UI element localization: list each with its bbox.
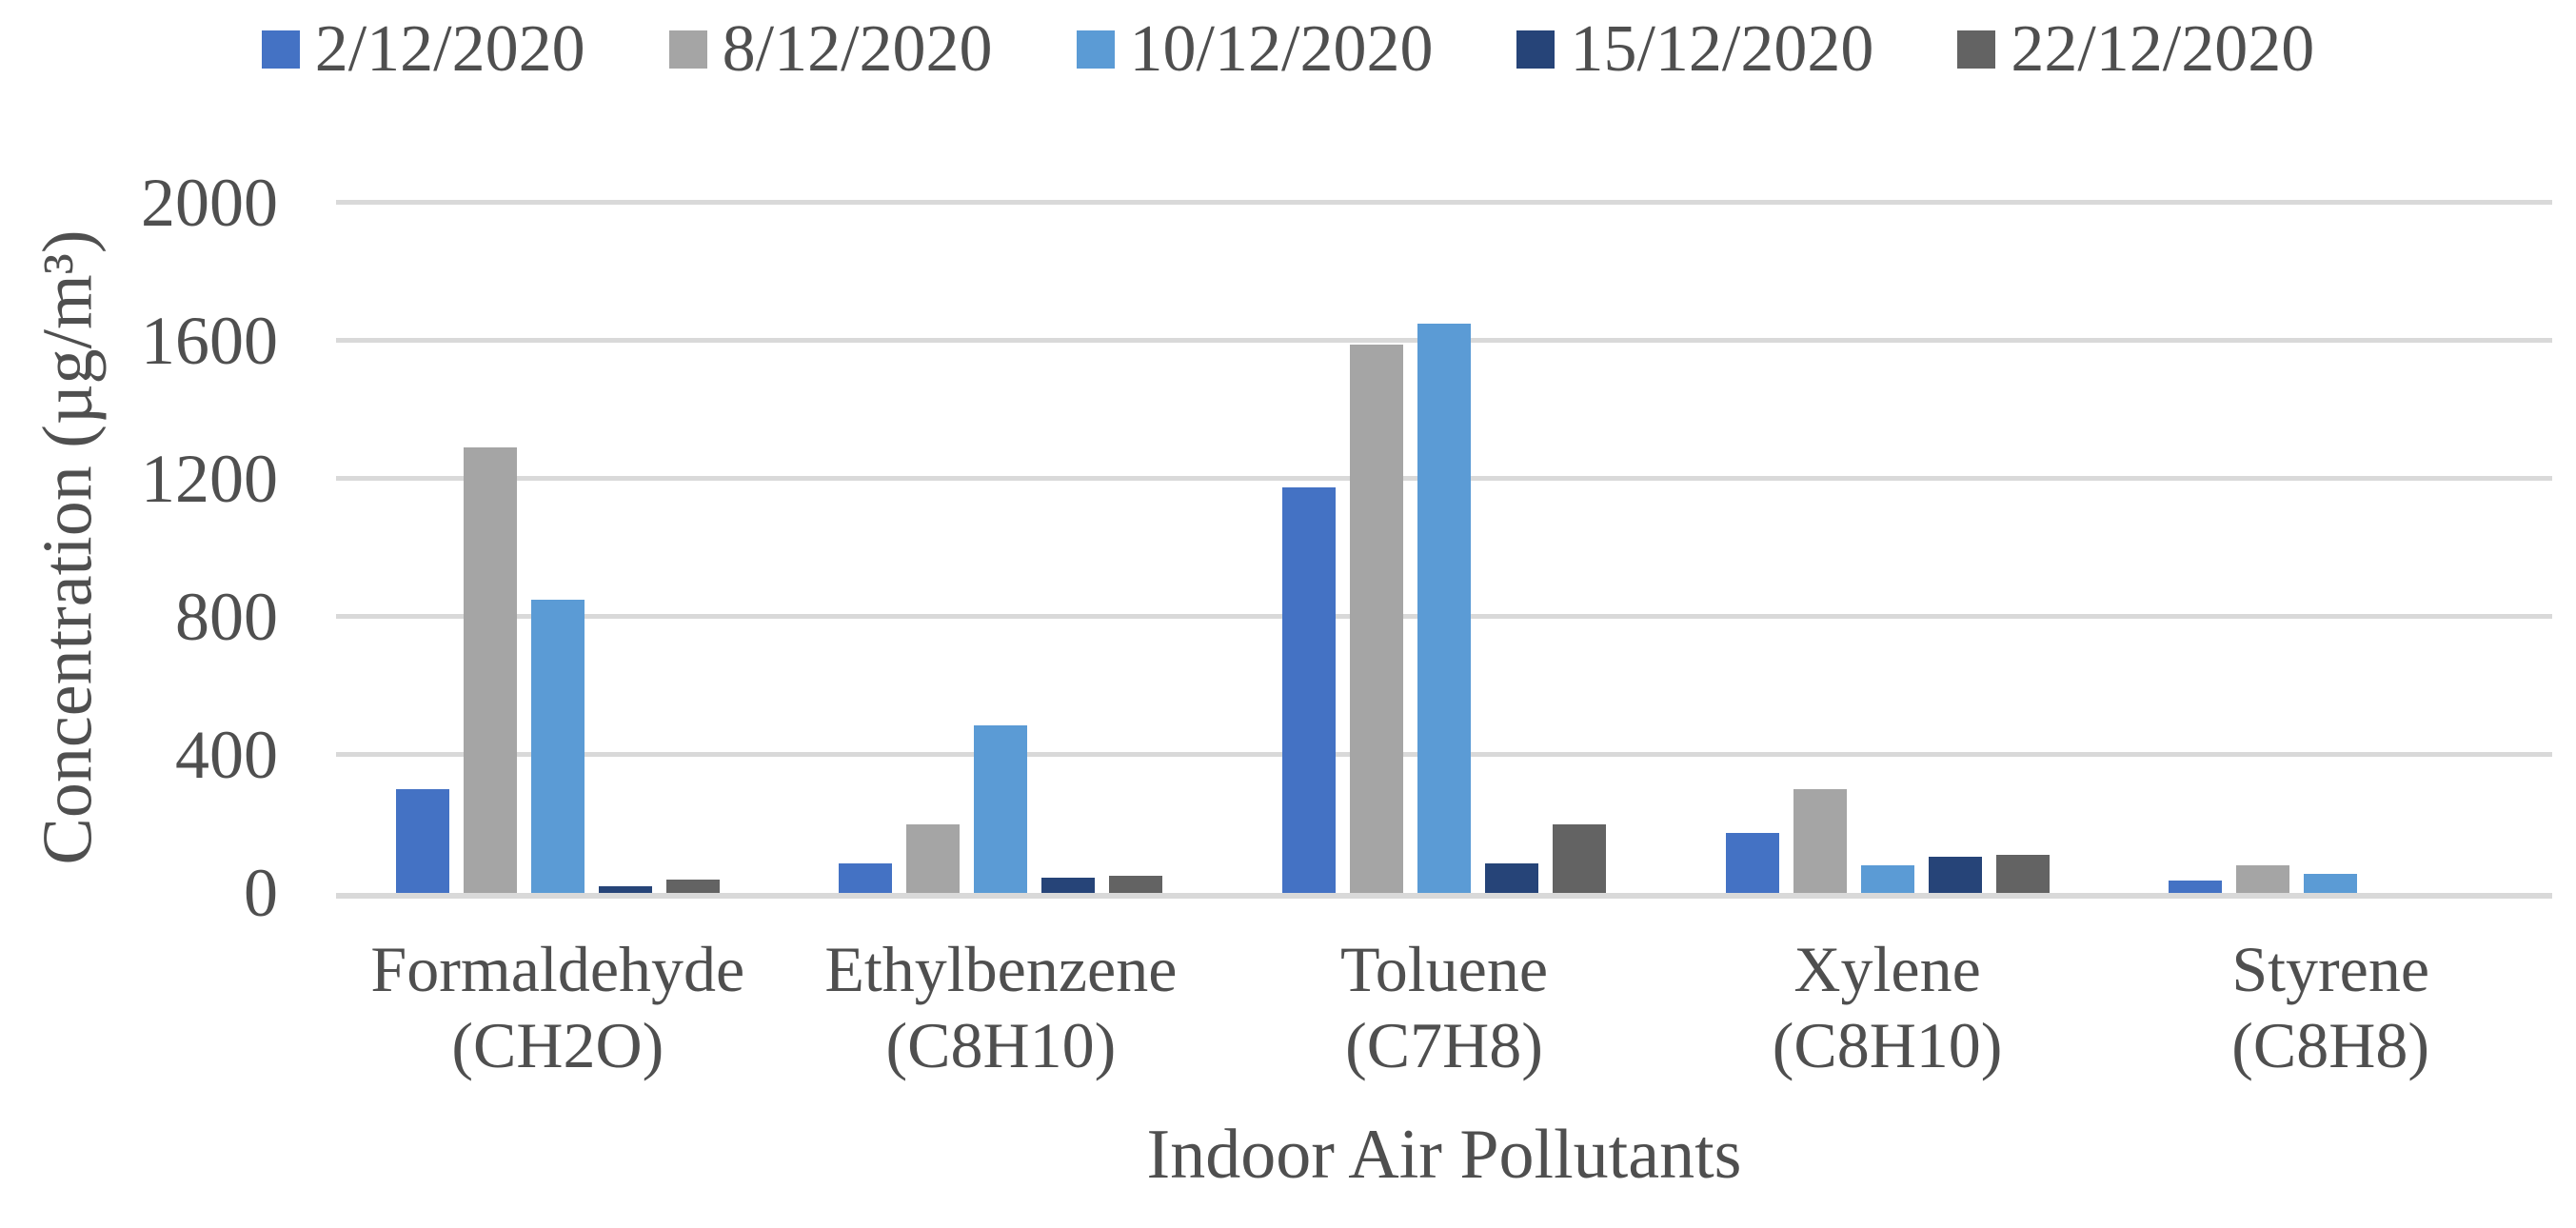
category-label: Ethylbenzene (C8H10) — [780, 931, 1223, 1083]
bar-2/12/2020-Xylene (C8H10) — [1725, 832, 1779, 893]
bar-8/12/2020-Ethylbenzene (C8H10) — [906, 823, 961, 893]
bar-15/12/2020-Xylene (C8H10) — [1928, 856, 1982, 893]
category-label: Toluene (C7H8) — [1222, 931, 1666, 1083]
bar-10/12/2020-Toluene (C7H8) — [1417, 323, 1471, 893]
bar-group-Toluene (C7H8) — [1222, 203, 1666, 893]
category-label-line1: Formaldehyde — [370, 933, 745, 1005]
bar-10/12/2020-Formaldehyde (CH2O) — [530, 599, 585, 893]
y-tick-label-800: 800 — [175, 579, 278, 655]
bar-cluster — [395, 203, 720, 893]
legend-item-22/12/2020: 22/12/2020 — [1957, 16, 2314, 83]
bar-15/12/2020-Toluene (C7H8) — [1484, 863, 1538, 893]
bar-group-Styrene (C8H8) — [2109, 203, 2552, 893]
legend-item-10/12/2020: 10/12/2020 — [1076, 12, 1434, 86]
bar-22/12/2020-Ethylbenzene (C8H10) — [1109, 875, 1163, 893]
category-label-line1: Xylene — [1793, 933, 1981, 1005]
bar-group-Formaldehyde (CH2O) — [336, 203, 780, 893]
chart-legend: 2/12/2020 8/12/2020 10/12/2020 15/12/2020 22… — [0, 10, 2576, 89]
category-label-line2: (C7H8) — [1345, 1009, 1543, 1081]
x-axis-title: Indoor Air Pollutants — [1146, 1116, 1742, 1194]
category-label: Styrene (C8H8) — [2109, 931, 2552, 1083]
legend-swatch-icon — [261, 30, 300, 69]
bar-cluster — [1725, 203, 2050, 893]
y-axis-tick-labels: 0 400 800 1200 1600 2000 — [0, 168, 278, 927]
legend-item-8/12/2020: 8/12/2020 — [668, 12, 993, 86]
category-label: Xylene (C8H10) — [1666, 931, 2110, 1083]
legend-swatch-icon — [1957, 30, 1996, 69]
bar-group-Xylene (C8H10) — [1666, 203, 2110, 893]
bar-22/12/2020-Xylene (C8H10) — [1995, 855, 2050, 893]
legend-label: 15/12/2020 — [1570, 12, 1874, 86]
bar-2/12/2020-Ethylbenzene (C8H10) — [839, 863, 893, 893]
legend-label: 22/12/2020 — [2011, 12, 2315, 86]
category-label-line2: (CH2O) — [451, 1009, 664, 1081]
category-label-line2: (C8H8) — [2231, 1009, 2430, 1081]
legend-item-2/12/2020: 2/12/2020 — [261, 12, 585, 86]
category-label-line2: (C8H10) — [1772, 1009, 2003, 1081]
bar-cluster — [1281, 203, 1606, 893]
legend-label: 10/12/2020 — [1129, 12, 1434, 86]
bar-8/12/2020-Styrene (C8H8) — [2236, 865, 2290, 893]
legend-label: 2/12/2020 — [314, 12, 585, 86]
bar-cluster — [2169, 203, 2492, 893]
bar-10/12/2020-Xylene (C8H10) — [1860, 865, 1914, 893]
legend-swatch-icon — [668, 30, 707, 69]
category-label: Formaldehyde (CH2O) — [336, 931, 780, 1083]
bar-8/12/2020-Toluene (C7H8) — [1349, 344, 1403, 893]
bar-15/12/2020-Formaldehyde (CH2O) — [598, 885, 652, 893]
legend-swatch-icon — [1076, 30, 1115, 69]
bar-22/12/2020-Toluene (C7H8) — [1552, 823, 1606, 893]
x-axis-category-labels: Formaldehyde (CH2O) Ethylbenzene (C8H10) Tol… — [336, 931, 2552, 1083]
bar-8/12/2020-Formaldehyde (CH2O) — [463, 447, 517, 893]
y-tick-label-1200: 1200 — [141, 441, 278, 517]
category-label-line1: Ethylbenzene — [824, 933, 1178, 1005]
bar-group-Ethylbenzene (C8H10) — [780, 203, 1223, 893]
bar-10/12/2020-Ethylbenzene (C8H10) — [974, 725, 1028, 893]
gridline-2000 — [336, 200, 2552, 205]
bar-2/12/2020-Toluene (C7H8) — [1281, 487, 1336, 893]
y-tick-label-2000: 2000 — [141, 165, 278, 241]
legend-swatch-icon — [1516, 30, 1556, 69]
bar-10/12/2020-Styrene (C8H8) — [2304, 874, 2358, 893]
y-tick-label-400: 400 — [175, 717, 278, 793]
bar-cluster — [839, 203, 1163, 893]
plot-area — [336, 200, 2552, 899]
bar-8/12/2020-Xylene (C8H10) — [1793, 789, 1847, 893]
category-label-line1: Toluene — [1339, 933, 1548, 1005]
bar-22/12/2020-Formaldehyde (CH2O) — [665, 879, 720, 893]
bar-15/12/2020-Ethylbenzene (C8H10) — [1041, 877, 1096, 893]
legend-label: 8/12/2020 — [722, 12, 993, 86]
y-tick-label-0: 0 — [244, 855, 278, 931]
bar-2/12/2020-Formaldehyde (CH2O) — [395, 789, 449, 893]
y-tick-label-1600: 1600 — [141, 303, 278, 379]
category-label-line2: (C8H10) — [885, 1009, 1117, 1081]
legend-item-15/12/2020: 15/12/2020 — [1516, 16, 1873, 83]
bar-2/12/2020-Styrene (C8H8) — [2169, 881, 2223, 893]
category-label-line1: Styrene — [2231, 933, 2430, 1005]
